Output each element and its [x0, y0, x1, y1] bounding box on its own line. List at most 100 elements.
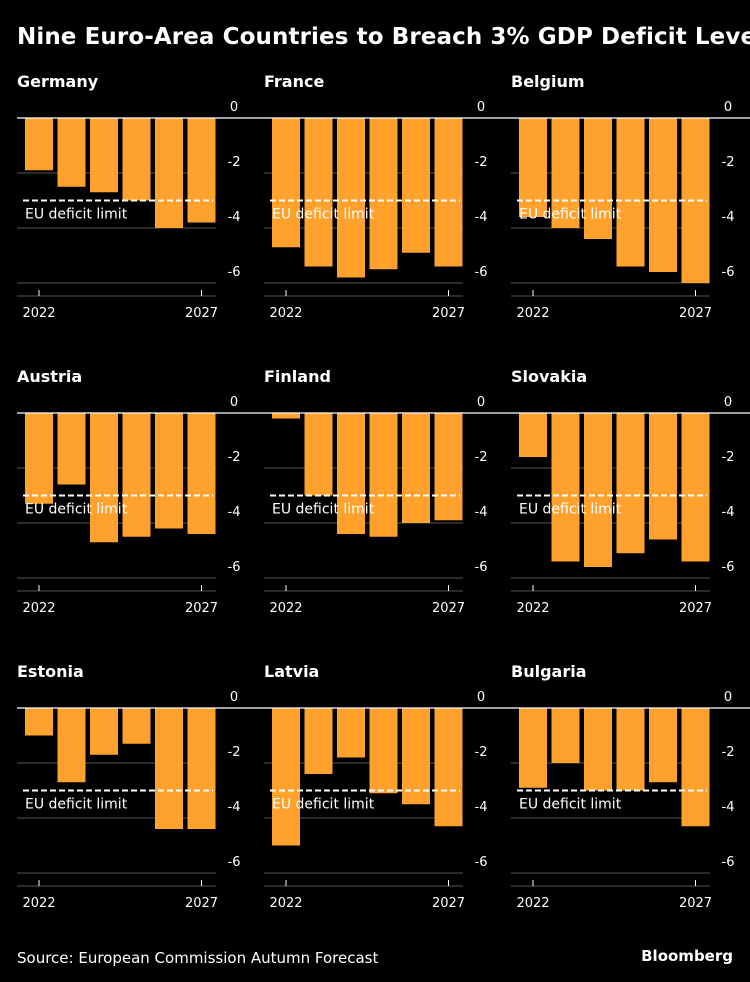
- bar-2025: [616, 708, 645, 791]
- bar-2023: [551, 413, 580, 562]
- eu-limit-label: EU deficit limit: [519, 797, 622, 813]
- bar-2026: [649, 118, 677, 272]
- bar-chart-france: 0 -2 -4 -6 2022 2027 EU deficit limit: [264, 100, 511, 321]
- x-tick-label: 2022: [22, 896, 55, 911]
- bar-2023: [551, 118, 580, 228]
- bar-2027: [681, 413, 710, 562]
- bar-2022: [25, 413, 53, 504]
- y-tick-label: -6: [475, 560, 488, 575]
- bar-2025: [369, 413, 398, 537]
- bar-2025: [122, 708, 151, 744]
- y-tick-label: -2: [475, 745, 488, 760]
- eu-limit-label: EU deficit limit: [25, 797, 128, 813]
- y-tick-label: -6: [475, 265, 488, 280]
- eu-limit-label: EU deficit limit: [272, 502, 375, 518]
- bar-2022: [272, 708, 300, 846]
- panel-title: Belgium: [511, 72, 585, 91]
- y-tick-label: 0: [724, 690, 732, 705]
- source-note: Source: European Commission Autumn Forec…: [17, 949, 379, 967]
- bar-2025: [122, 413, 151, 537]
- x-tick-label: 2022: [269, 306, 302, 321]
- bar-2022: [272, 413, 300, 419]
- x-tick-label: 2027: [679, 896, 712, 911]
- bar-2024: [337, 708, 365, 758]
- bar-2023: [304, 708, 333, 774]
- x-tick-label: 2027: [432, 601, 465, 616]
- bar-2025: [369, 118, 398, 270]
- bar-chart-finland: 0 -2 -4 -6 2022 2027 EU deficit limit: [264, 395, 511, 616]
- y-tick-label: 0: [477, 100, 485, 115]
- y-tick-label: -2: [722, 450, 735, 465]
- panel-title: Latvia: [264, 662, 320, 681]
- bar-2023: [57, 118, 86, 187]
- x-tick-label: 2022: [516, 601, 549, 616]
- bar-chart-slovakia: 0 -2 -4 -6 2022 2027 EU deficit limit: [511, 395, 750, 616]
- panel-bulgaria: Bulgaria 0 -2 -4 -6 2022 2027 EU deficit limit: [511, 662, 750, 932]
- bar-chart-austria: 0 -2 -4 -6 2022 2027 EU deficit limit: [17, 395, 264, 616]
- panel-title: Slovakia: [511, 367, 588, 386]
- bar-2025: [616, 413, 645, 554]
- y-tick-label: -2: [722, 155, 735, 170]
- panel-title: Germany: [17, 72, 99, 91]
- bar-2027: [187, 413, 216, 534]
- y-tick-label: -6: [475, 855, 488, 870]
- bar-2022: [519, 413, 547, 457]
- x-tick-label: 2022: [269, 601, 302, 616]
- bar-2025: [369, 708, 398, 794]
- bar-2024: [90, 413, 118, 543]
- bar-2025: [616, 118, 645, 267]
- panel-france: France 0 -2 -4 -6 2022 2027 EU deficit limit: [264, 72, 511, 342]
- bar-2024: [337, 413, 365, 534]
- bar-2026: [155, 118, 183, 228]
- x-tick-label: 2022: [516, 896, 549, 911]
- y-tick-label: -4: [722, 210, 735, 225]
- bar-2023: [551, 708, 580, 763]
- bar-chart-bulgaria: 0 -2 -4 -6 2022 2027 EU deficit limit: [511, 690, 750, 911]
- bar-2022: [519, 118, 547, 217]
- bar-2022: [272, 118, 300, 248]
- eu-limit-label: EU deficit limit: [272, 797, 375, 813]
- bar-2022: [519, 708, 547, 788]
- bar-2024: [90, 118, 118, 193]
- y-tick-label: -2: [475, 155, 488, 170]
- y-tick-label: -2: [475, 450, 488, 465]
- y-tick-label: -2: [228, 450, 241, 465]
- y-tick-label: 0: [230, 395, 238, 410]
- y-tick-label: -6: [722, 560, 735, 575]
- panel-title: Bulgaria: [511, 662, 587, 681]
- y-tick-label: 0: [230, 100, 238, 115]
- bar-2024: [90, 708, 118, 755]
- bar-2027: [681, 118, 710, 283]
- x-tick-label: 2027: [185, 306, 218, 321]
- bar-2027: [434, 413, 463, 521]
- panel-belgium: Belgium 0 -2 -4 -6 2022 2027 EU deficit limit: [511, 72, 750, 342]
- bar-2027: [187, 708, 216, 829]
- panel-slovakia: Slovakia 0 -2 -4 -6 2022 2027 EU deficit limit: [511, 367, 750, 637]
- bar-2026: [649, 708, 677, 783]
- x-tick-label: 2022: [516, 306, 549, 321]
- x-tick-label: 2027: [185, 896, 218, 911]
- y-tick-label: -6: [722, 855, 735, 870]
- panel-title: Austria: [17, 367, 83, 386]
- bar-2025: [122, 118, 151, 201]
- bar-2026: [155, 708, 183, 829]
- y-tick-label: -6: [228, 560, 241, 575]
- bloomberg-logo: Bloomberg: [641, 947, 733, 965]
- eu-limit-label: EU deficit limit: [272, 207, 375, 223]
- panel-germany: Germany 0 -2 -4 -6 2022 2027 EU deficit limit: [17, 72, 264, 342]
- bar-2026: [402, 413, 430, 523]
- x-tick-label: 2022: [22, 601, 55, 616]
- bar-chart-estonia: 0 -2 -4 -6 2022 2027 EU deficit limit: [17, 690, 264, 911]
- bar-2024: [584, 118, 612, 239]
- bar-2023: [57, 413, 86, 485]
- panel-title: France: [264, 72, 325, 91]
- bar-2023: [304, 413, 333, 496]
- x-tick-label: 2027: [185, 601, 218, 616]
- y-tick-label: 0: [724, 395, 732, 410]
- y-tick-label: -2: [722, 745, 735, 760]
- x-tick-label: 2027: [432, 306, 465, 321]
- y-tick-label: -6: [228, 855, 241, 870]
- bar-2027: [434, 118, 463, 267]
- bar-2024: [584, 708, 612, 791]
- y-tick-label: -4: [475, 800, 488, 815]
